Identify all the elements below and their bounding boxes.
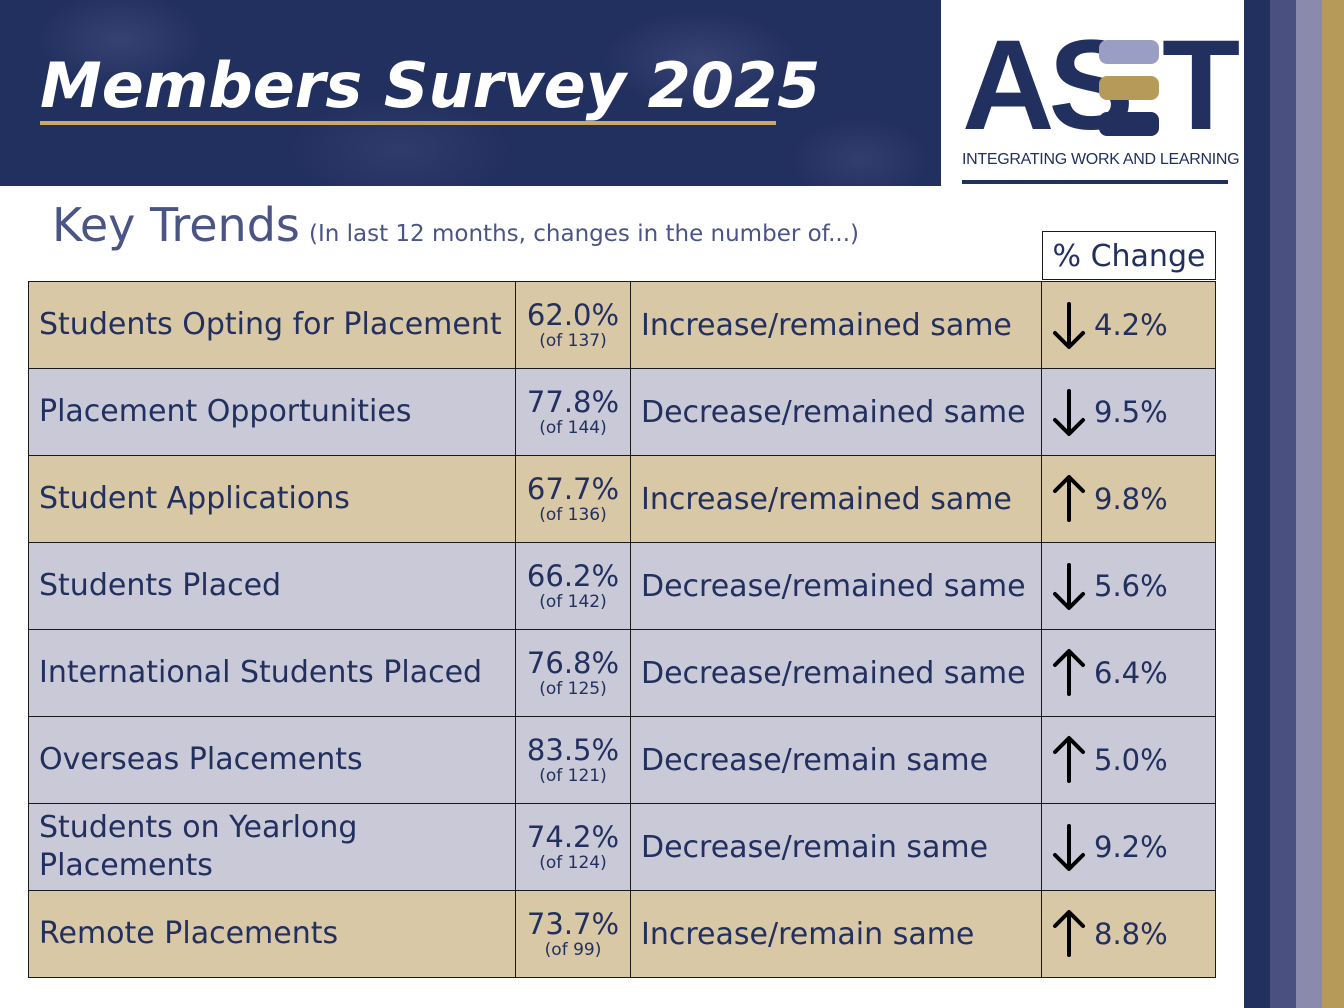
row-percent: 74.2% bbox=[526, 820, 620, 854]
row-percent: 73.7% bbox=[526, 907, 620, 941]
row-percent: 76.8% bbox=[526, 646, 620, 680]
percent-change-header: % Change bbox=[1042, 231, 1216, 280]
row-change-cell: 6.4% bbox=[1041, 629, 1216, 717]
arrow-up-icon bbox=[1053, 910, 1085, 957]
row-percent: 66.2% bbox=[526, 559, 620, 593]
table-row: Student Applications 67.7% (of 136) Increas… bbox=[28, 455, 1216, 543]
row-percent-cell: 67.7% (of 136) bbox=[515, 455, 631, 543]
row-count: (of 144) bbox=[539, 418, 607, 438]
arrow-down-icon bbox=[1053, 389, 1085, 436]
row-label: Placement Opportunities bbox=[28, 368, 516, 456]
section-title: Key Trends bbox=[52, 198, 300, 252]
table-row: Placement Opportunities 77.8% (of 144) Decr… bbox=[28, 368, 1216, 456]
row-percent-cell: 62.0% (of 137) bbox=[515, 281, 631, 369]
stripe-2 bbox=[1270, 0, 1296, 1008]
table-row: International Students Placed 76.8% (of 12… bbox=[28, 629, 1216, 717]
row-change-cell: 9.5% bbox=[1041, 368, 1216, 456]
row-count: (of 137) bbox=[539, 331, 607, 351]
row-description: Decrease/remain same bbox=[630, 803, 1042, 891]
page-title: Members Survey 2025 bbox=[40, 49, 821, 122]
row-percent-cell: 73.7% (of 99) bbox=[515, 890, 631, 978]
row-change: 9.8% bbox=[1094, 482, 1168, 516]
row-percent-cell: 76.8% (of 125) bbox=[515, 629, 631, 717]
row-change: 9.2% bbox=[1094, 830, 1168, 864]
row-percent-cell: 77.8% (of 144) bbox=[515, 368, 631, 456]
logo-bar-bottom bbox=[1099, 112, 1159, 136]
logo-underline bbox=[962, 180, 1228, 184]
aset-logo: AS T INTEGRATING WORK AND LEARNING bbox=[962, 22, 1240, 189]
logo-tagline: INTEGRATING WORK AND LEARNING bbox=[962, 151, 1240, 168]
row-percent-cell: 83.5% (of 121) bbox=[515, 716, 631, 804]
row-description: Increase/remained same bbox=[630, 455, 1042, 543]
row-percent: 77.8% bbox=[526, 385, 620, 419]
table-row: Remote Placements 73.7% (of 99) Increase/re… bbox=[28, 890, 1216, 978]
row-percent-cell: 66.2% (of 142) bbox=[515, 542, 631, 630]
row-label: Students on Yearlong Placements bbox=[28, 803, 516, 891]
row-description: Decrease/remained same bbox=[630, 542, 1042, 630]
section-heading: Key Trends (In last 12 months, changes i… bbox=[52, 198, 859, 252]
row-count: (of 125) bbox=[539, 679, 607, 699]
table-row: Students on Yearlong Placements 74.2% (of … bbox=[28, 803, 1216, 891]
row-label: Overseas Placements bbox=[28, 716, 516, 804]
logo-e-bars bbox=[1099, 40, 1159, 136]
row-change-cell: 5.6% bbox=[1041, 542, 1216, 630]
row-count: (of 136) bbox=[539, 505, 607, 525]
arrow-down-icon bbox=[1053, 563, 1085, 610]
table-row: Overseas Placements 83.5% (of 121) Decrease… bbox=[28, 716, 1216, 804]
row-percent: 62.0% bbox=[526, 298, 620, 332]
row-change: 4.2% bbox=[1094, 308, 1168, 342]
arrow-up-icon bbox=[1053, 649, 1085, 696]
row-change: 8.8% bbox=[1094, 917, 1168, 951]
row-change-cell: 9.2% bbox=[1041, 803, 1216, 891]
row-change-cell: 5.0% bbox=[1041, 716, 1216, 804]
section-subtitle: (In last 12 months, changes in the numbe… bbox=[308, 221, 860, 247]
arrow-up-icon bbox=[1053, 475, 1085, 522]
row-count: (of 99) bbox=[544, 940, 602, 960]
stripe-3 bbox=[1296, 0, 1322, 1008]
header-banner: Members Survey 2025 bbox=[0, 0, 941, 186]
row-description: Increase/remain same bbox=[630, 890, 1042, 978]
row-label: Students Opting for Placement bbox=[28, 281, 516, 369]
row-change: 9.5% bbox=[1094, 395, 1168, 429]
row-percent: 83.5% bbox=[526, 733, 620, 767]
row-percent-cell: 74.2% (of 124) bbox=[515, 803, 631, 891]
row-change: 5.6% bbox=[1094, 569, 1168, 603]
table-row: Students Opting for Placement 62.0% (of 13… bbox=[28, 281, 1216, 369]
row-label: Student Applications bbox=[28, 455, 516, 543]
row-change-cell: 4.2% bbox=[1041, 281, 1216, 369]
row-description: Increase/remained same bbox=[630, 281, 1042, 369]
arrow-down-icon bbox=[1053, 302, 1085, 349]
arrow-up-icon bbox=[1053, 736, 1085, 783]
row-description: Decrease/remained same bbox=[630, 629, 1042, 717]
logo-letter-t: T bbox=[1162, 14, 1240, 157]
row-description: Decrease/remained same bbox=[630, 368, 1042, 456]
key-trends-table: Students Opting for Placement 62.0% (of 13… bbox=[28, 281, 1216, 978]
arrow-down-icon bbox=[1053, 824, 1085, 871]
stripe-4 bbox=[1322, 0, 1344, 1008]
row-change: 6.4% bbox=[1094, 656, 1168, 690]
row-count: (of 121) bbox=[539, 766, 607, 786]
row-count: (of 142) bbox=[539, 592, 607, 612]
stripe-1 bbox=[1244, 0, 1270, 1008]
title-underline bbox=[40, 121, 776, 125]
logo-bar-top bbox=[1099, 40, 1159, 64]
row-description: Decrease/remain same bbox=[630, 716, 1042, 804]
row-change: 5.0% bbox=[1094, 743, 1168, 777]
row-change-cell: 9.8% bbox=[1041, 455, 1216, 543]
row-label: International Students Placed bbox=[28, 629, 516, 717]
row-percent: 67.7% bbox=[526, 472, 620, 506]
row-count: (of 124) bbox=[539, 853, 607, 873]
row-label: Remote Placements bbox=[28, 890, 516, 978]
row-label: Students Placed bbox=[28, 542, 516, 630]
row-change-cell: 8.8% bbox=[1041, 890, 1216, 978]
table-row: Students Placed 66.2% (of 142) Decrease/rem… bbox=[28, 542, 1216, 630]
logo-bar-middle bbox=[1099, 76, 1159, 100]
